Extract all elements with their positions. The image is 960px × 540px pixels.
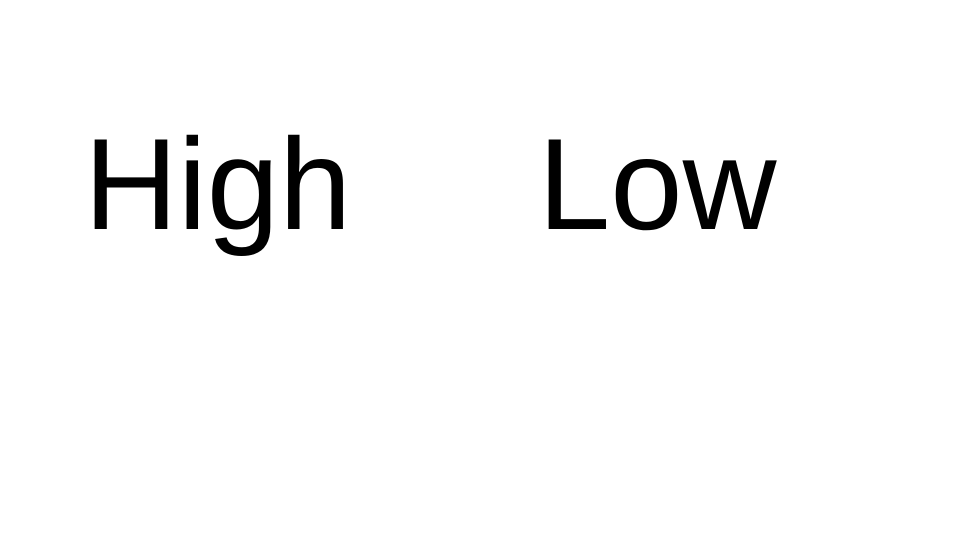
label-low: Low [538,111,777,257]
label-high: High [84,111,352,257]
